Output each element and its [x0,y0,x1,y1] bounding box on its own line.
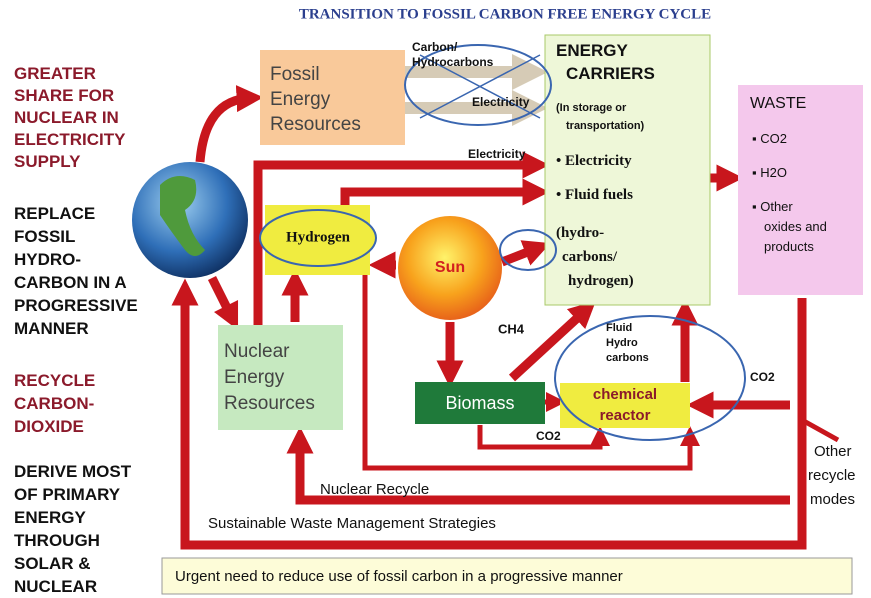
waste-box [738,85,863,295]
edge-label: CH4 [498,321,525,336]
hydrogen-label: Hydrogen [286,229,351,245]
biomass-label: Biomass [445,393,514,413]
title: TRANSITION TO FOSSIL CARBON FREE ENERGY … [299,6,711,22]
sun-label: Sun [435,259,465,276]
diagram: TRANSITION TO FOSSIL CARBON FREE ENERGY … [0,0,871,598]
waste-heading: WASTE [750,95,806,112]
edge-label: Electricity [472,95,530,109]
edge-label: Nuclear Recycle [320,481,429,498]
edge-label: CO2 [536,429,561,443]
globe [132,162,248,278]
edge-label: Sustainable Waste Management Strategies [208,515,496,532]
edge-label: Electricity [468,147,526,161]
footer: Urgent need to reduce use of fossil carb… [175,568,623,585]
edge-label: CO2 [750,370,775,384]
